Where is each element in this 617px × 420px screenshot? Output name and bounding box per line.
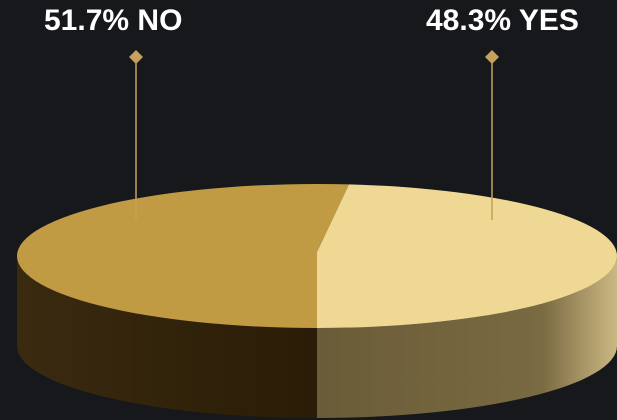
pie-side-yes [317, 256, 617, 418]
data-label-yes: 48.3% YES [426, 4, 579, 37]
pie-slice-yes [317, 184, 617, 328]
leader-line-yes [485, 50, 499, 220]
pie-sides [17, 256, 617, 418]
leader-line-no [129, 50, 143, 220]
leader-lines [129, 50, 499, 220]
pie-slice-no [17, 184, 349, 328]
pie-tops [17, 184, 617, 328]
data-label-no: 51.7% NO [44, 4, 183, 37]
pie-side-no [17, 256, 317, 418]
